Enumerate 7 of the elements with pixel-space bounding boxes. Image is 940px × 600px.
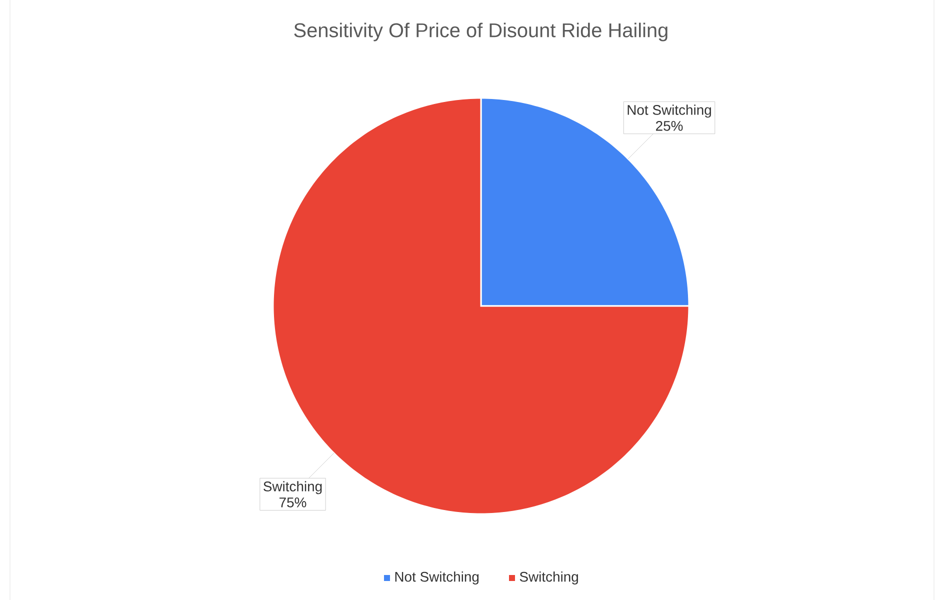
legend-label: Not Switching <box>395 571 479 584</box>
data-label: 25% <box>656 120 683 131</box>
slice-label: Switching <box>264 481 322 494</box>
data-label: 75% <box>280 498 306 508</box>
legend-label: Switching <box>520 571 578 584</box>
slice-label: Not Switching <box>628 104 711 118</box>
chart-title: Sensitivity Of Price of Disount Ride Hailing <box>294 22 668 42</box>
